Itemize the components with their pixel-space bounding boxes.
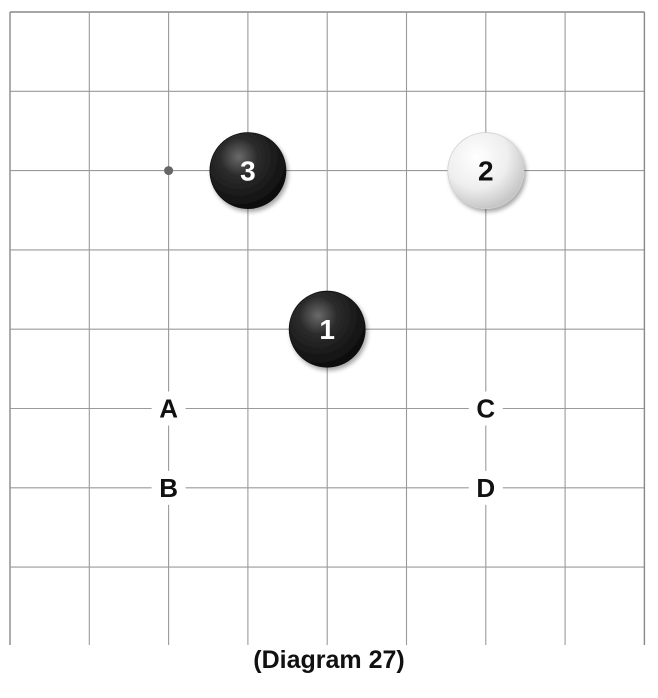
hoshi-points <box>164 166 174 176</box>
point-label-d: D <box>468 470 503 505</box>
go-board: A B C D 1 2 3 <box>9 11 646 645</box>
diagram-caption: (Diagram 27) <box>253 646 405 674</box>
label-text: C <box>476 394 495 424</box>
black-stone-1: 1 <box>288 290 366 368</box>
white-stone-2: 2 <box>447 132 525 210</box>
black-stone-3: 3 <box>209 132 287 210</box>
board-grid <box>9 11 646 645</box>
point-labels: A B C D <box>151 391 503 505</box>
stone-disc <box>447 132 525 210</box>
label-text: D <box>476 473 495 503</box>
stones: 1 2 3 <box>209 132 525 368</box>
stone-number: 3 <box>240 156 256 187</box>
label-background <box>151 391 186 426</box>
stone-number: 1 <box>319 314 335 345</box>
label-background <box>151 470 186 505</box>
hoshi-point <box>164 166 174 176</box>
stone-number: 2 <box>478 156 494 187</box>
point-label-a: A <box>151 391 186 426</box>
label-background <box>468 391 503 426</box>
point-label-b: B <box>151 470 186 505</box>
label-text: B <box>159 473 178 503</box>
point-label-c: C <box>468 391 503 426</box>
label-text: A <box>159 394 178 424</box>
stone-disc <box>209 132 287 210</box>
stone-disc <box>288 290 366 368</box>
label-background <box>468 470 503 505</box>
